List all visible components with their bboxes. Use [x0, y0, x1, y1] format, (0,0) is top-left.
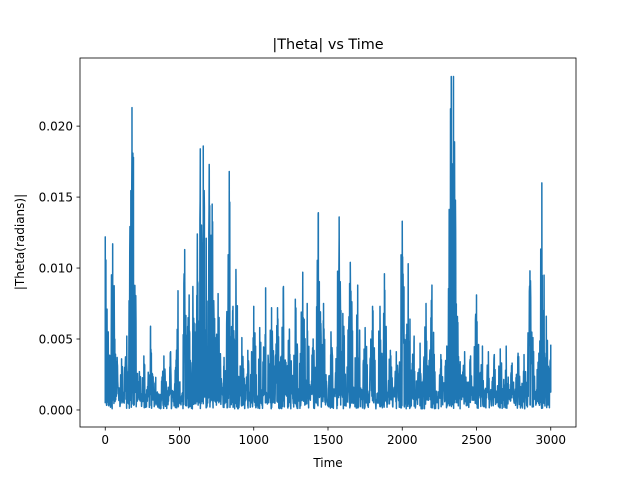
y-tick-label: 0.000 — [39, 403, 73, 417]
x-tick-label: 1000 — [238, 433, 269, 447]
x-axis-label: Time — [312, 456, 342, 470]
series-layer — [104, 75, 552, 410]
x-tick-label: 3000 — [535, 433, 566, 447]
x-tick-label: 0 — [101, 433, 109, 447]
x-tick-label: 1500 — [313, 433, 344, 447]
x-ticks: 0 500 1000 1500 2000 2500 3000 — [101, 427, 566, 447]
x-tick-label: 2500 — [461, 433, 492, 447]
x-tick-label: 500 — [168, 433, 191, 447]
chart-title: |Theta| vs Time — [272, 37, 383, 53]
y-ticks: 0.000 0.005 0.010 0.015 0.020 — [39, 119, 80, 417]
y-tick-label: 0.020 — [39, 119, 73, 133]
y-tick-label: 0.015 — [39, 190, 73, 204]
y-tick-label: 0.005 — [39, 332, 73, 346]
y-tick-label: 0.010 — [39, 261, 73, 275]
series-line-0 — [104, 75, 552, 410]
x-tick-label: 2000 — [387, 433, 418, 447]
y-axis-label: |Theta(radians)| — [13, 194, 27, 290]
